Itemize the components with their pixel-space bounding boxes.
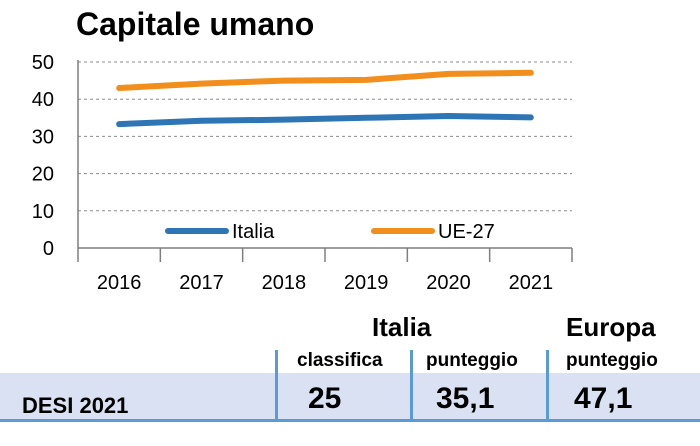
column-divider	[275, 350, 278, 422]
subheader-classifica: classifica	[297, 350, 383, 371]
x-tick-label: 2021	[509, 272, 554, 294]
line-chart: 0 10 20 30 40 50 2016 2017 2018 2019 2020 2021 Ita…	[32, 52, 573, 294]
axes	[77, 60, 573, 262]
x-tick-label: 2018	[262, 272, 307, 294]
series-line-italia	[116, 112, 534, 128]
x-tick-label: 2019	[344, 272, 389, 294]
y-tick-label: 0	[43, 238, 54, 260]
x-tick-label: 2017	[179, 272, 224, 294]
chart-title: Capitale umano	[76, 6, 315, 42]
y-tick-label: 50	[32, 52, 54, 74]
value-punteggio-europa: 47,1	[574, 382, 633, 415]
group-header-europa: Europa	[566, 312, 656, 342]
desi-row-band	[0, 373, 700, 419]
row-label-desi-2021: DESI 2021	[22, 393, 129, 418]
legend: Italia UE-27	[165, 221, 495, 243]
series-line-ue-27	[116, 69, 534, 92]
subheader-punteggio-europa: punteggio	[566, 350, 658, 371]
column-divider	[546, 350, 549, 422]
x-tick-label: 2020	[426, 272, 471, 294]
series-lines	[116, 69, 534, 128]
column-divider	[410, 350, 413, 422]
value-punteggio-italia: 35,1	[436, 382, 495, 415]
y-tick-label: 20	[32, 164, 54, 186]
y-tick-labels: 0 10 20 30 40 50	[32, 52, 54, 260]
group-header-italia: Italia	[372, 312, 432, 342]
x-tick-label: 2016	[97, 272, 142, 294]
legend-label: UE-27	[438, 221, 495, 243]
legend-label: Italia	[232, 221, 275, 243]
x-tick-labels: 2016 2017 2018 2019 2020 2021	[97, 272, 553, 294]
y-tick-label: 10	[32, 201, 54, 223]
table-bottom-border	[0, 419, 700, 422]
value-classifica-italia: 25	[308, 382, 342, 415]
gridlines	[78, 61, 572, 212]
subheader-punteggio-italia: punteggio	[426, 350, 518, 371]
y-tick-label: 30	[32, 126, 54, 148]
y-tick-label: 40	[32, 89, 54, 111]
